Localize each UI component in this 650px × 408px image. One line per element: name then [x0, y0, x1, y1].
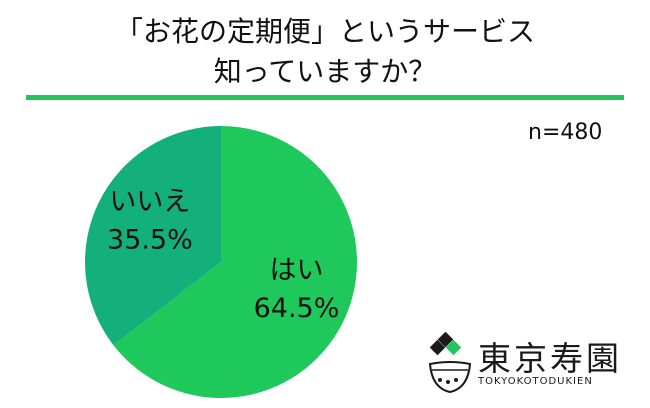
pie-slice-no — [85, 126, 221, 346]
pie-slice-yes — [113, 126, 358, 398]
slice-label-yes: はい — [270, 255, 324, 286]
title-line-1: 「お花の定期便」というサービス — [114, 15, 535, 48]
title-line-2: 知っていますか？ — [213, 55, 437, 88]
flower-bowl-icon — [428, 331, 472, 394]
slice-label-no: いいえ — [109, 187, 190, 218]
chart-title: 「お花の定期便」というサービス 知っていますか？ — [0, 12, 650, 92]
title-divider — [26, 95, 624, 100]
slice-value-yes: 64.5% — [254, 293, 340, 324]
company-logo: 東京寿園 TOKYOKOTODUKIEN — [426, 330, 636, 400]
sample-size-label: n=480 — [528, 120, 603, 145]
logo-roman: TOKYOKOTODUKIEN — [478, 376, 593, 387]
logo-kanji: 東京寿園 — [478, 339, 622, 378]
slice-value-no: 35.5% — [107, 225, 193, 256]
